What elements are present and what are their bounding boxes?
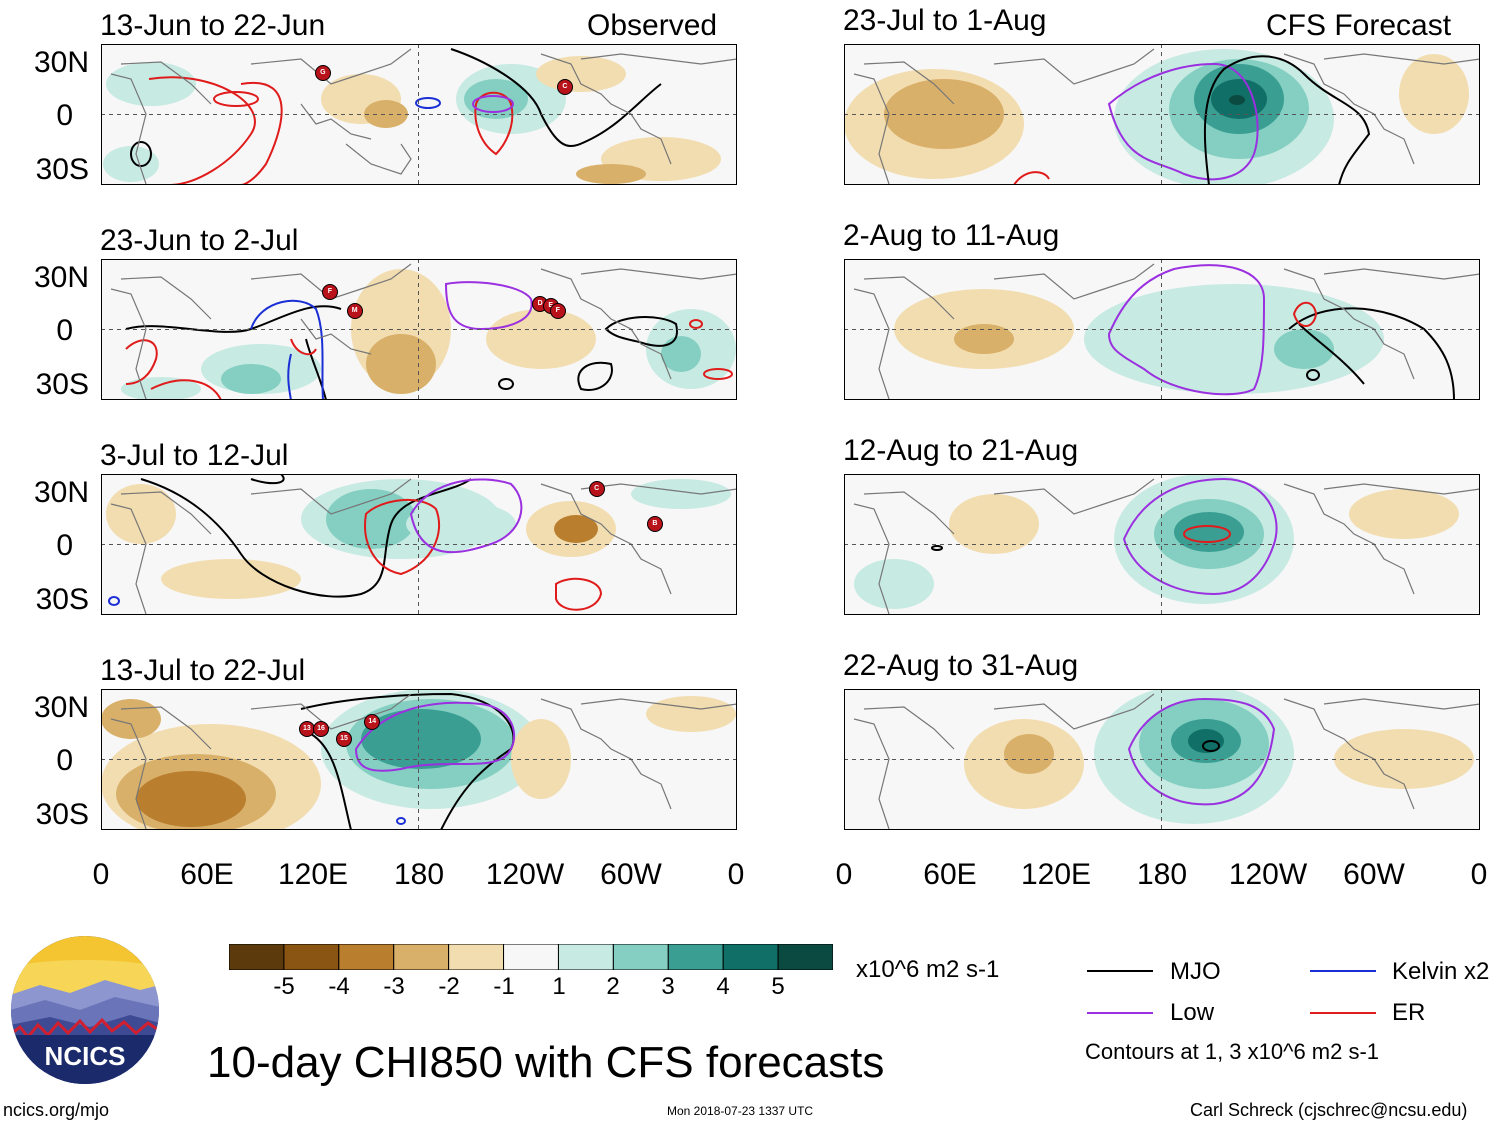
colorbar-units: x10^6 m2 s-1 [856, 956, 1000, 983]
legend-line-kelvin [1310, 970, 1376, 972]
panel-title: 23-Jun to 2-Jul [100, 224, 299, 257]
colorbar-swatch [448, 944, 505, 970]
observed-label: Observed [587, 9, 718, 42]
lon-label: 120W [1228, 858, 1308, 891]
map-panel-observed-2 [101, 259, 737, 400]
colorbar-swatch [503, 944, 559, 970]
footer-author: Carl Schreck (cjschrec@ncsu.edu) [1190, 1100, 1468, 1120]
panel-title: 12-Aug to 21-Aug [843, 434, 1079, 467]
colorbar-swatch [777, 944, 833, 970]
lon-label: 60E [180, 858, 234, 891]
map-panel-forecast-1 [844, 44, 1480, 185]
legend-label-kelvin: Kelvin x2 [1392, 958, 1490, 985]
lat-label: 0 [56, 529, 73, 562]
lat-label: 30N [33, 476, 89, 509]
colorbar-tick-label: 1 [552, 973, 566, 1000]
lon-label: 0 [727, 858, 745, 891]
lon-label: 0 [835, 858, 853, 891]
legend-line-er [1310, 1012, 1376, 1014]
map-panel-forecast-3 [844, 474, 1480, 615]
panel-title: 13-Jun to 22-Jun [100, 9, 326, 42]
colorbar-tick-label: 3 [661, 973, 675, 1000]
panel-title: 22-Aug to 31-Aug [843, 649, 1079, 682]
map-panel-observed-3 [101, 474, 737, 615]
colorbar-tick-label: -5 [273, 973, 295, 1000]
lon-label: 0 [92, 858, 110, 891]
colorbar-tick-label: -4 [328, 973, 350, 1000]
panel-title: 13-Jul to 22-Jul [100, 654, 306, 687]
lat-label: 30S [35, 798, 89, 831]
legend-label-low: Low [1170, 999, 1215, 1026]
colorbar-swatch [229, 944, 285, 970]
lat-label: 30S [35, 368, 89, 401]
map-panel-observed-4 [101, 689, 737, 830]
lon-label: 60W [600, 858, 662, 891]
colorbar-swatch [393, 944, 450, 970]
panel-title: 23-Jul to 1-Aug [843, 4, 1047, 37]
cfs-forecast-label: CFS Forecast [1266, 9, 1452, 42]
lat-label: 30S [35, 153, 89, 186]
lat-label: 30N [33, 691, 89, 724]
map-panel-observed-1 [101, 44, 737, 185]
legend-line-mjo [1087, 970, 1153, 972]
colorbar-tick-label: -1 [493, 973, 515, 1000]
map-panel-forecast-4 [844, 689, 1480, 830]
lon-label: 0 [1470, 858, 1488, 891]
colorbar-swatch [557, 944, 614, 970]
colorbar-tick-label: -2 [438, 973, 460, 1000]
ncics-logo: NCICS [11, 936, 159, 1084]
colorbar-swatch [667, 944, 724, 970]
panel-title: 2-Aug to 11-Aug [843, 219, 1060, 252]
colorbar-swatch [338, 944, 395, 970]
lon-label: 180 [393, 858, 445, 891]
lon-label: 60E [923, 858, 977, 891]
lat-label: 0 [56, 744, 73, 777]
lon-label: 120E [277, 858, 349, 891]
footer-timestamp: Mon 2018-07-23 1337 UTC [667, 1104, 814, 1118]
map-panel-forecast-2 [844, 259, 1480, 400]
colorbar-tick-label: 2 [606, 973, 620, 1000]
lon-label: 180 [1136, 858, 1188, 891]
colorbar-swatch [283, 944, 340, 970]
colorbar-tick-label: 5 [771, 973, 785, 1000]
logo-text: NCICS [45, 1041, 126, 1071]
footer-url[interactable]: ncics.org/mjo [3, 1100, 110, 1120]
legend-label-mjo: MJO [1170, 958, 1221, 985]
lon-label: 120E [1020, 858, 1092, 891]
legend-label-er: ER [1392, 999, 1426, 1026]
colorbar [229, 944, 833, 970]
colorbar-swatch [612, 944, 669, 970]
panel-title: 3-Jul to 12-Jul [100, 439, 289, 472]
lat-label: 30N [33, 46, 89, 79]
lon-label: 120W [485, 858, 565, 891]
lat-label: 30S [35, 583, 89, 616]
contour-note: Contours at 1, 3 x10^6 m2 s-1 [1085, 1039, 1380, 1064]
colorbar-swatch [722, 944, 779, 970]
lat-label: 0 [56, 99, 73, 132]
colorbar-tick-label: 4 [716, 973, 730, 1000]
legend-line-low [1087, 1012, 1153, 1014]
main-title: 10-day CHI850 with CFS forecasts [207, 1038, 885, 1087]
lat-label: 0 [56, 314, 73, 347]
lon-label: 60W [1343, 858, 1405, 891]
lat-label: 30N [33, 261, 89, 294]
colorbar-tick-label: -3 [383, 973, 405, 1000]
